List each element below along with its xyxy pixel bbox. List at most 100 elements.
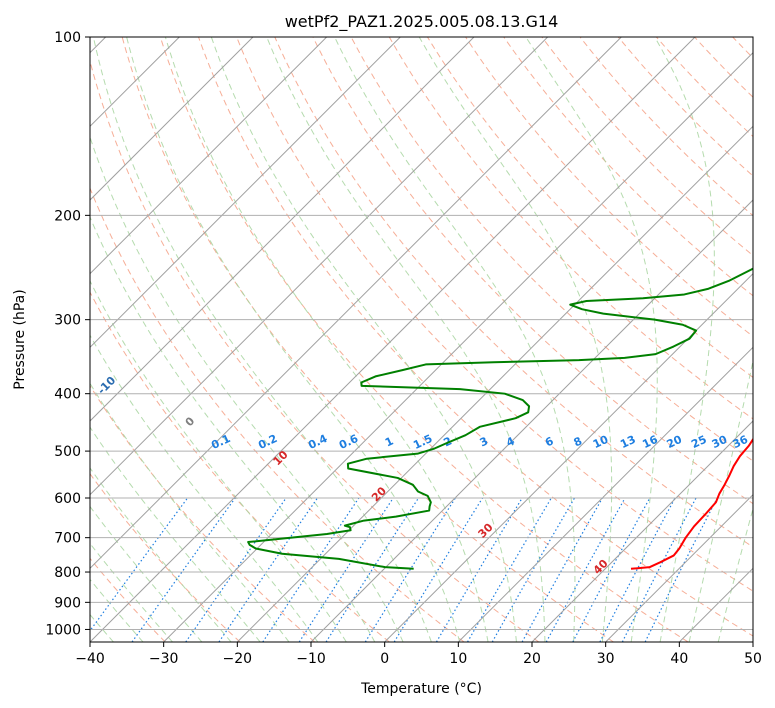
x-tick-label: −30 — [149, 651, 179, 667]
dry-adiabat-line — [655, 37, 753, 138]
x-tick-label: 50 — [744, 651, 762, 667]
moist-adiabat-line — [418, 37, 613, 642]
isotherm-line — [678, 567, 753, 642]
moist-adiabat-line — [717, 506, 753, 642]
moist-adiabat-line — [90, 135, 404, 642]
dry-adiabat-line — [90, 472, 241, 642]
moist-adiabat-line — [654, 37, 715, 642]
y-tick-label: 200 — [54, 208, 81, 224]
x-tick-label: −40 — [75, 651, 105, 667]
dry-adiabat-line — [236, 37, 753, 592]
isotherm-line — [605, 493, 753, 642]
isotherm-line — [531, 420, 753, 642]
isotherm-line — [384, 272, 753, 642]
dry-adiabat-label: 20 — [369, 484, 389, 504]
dry-adiabat-label: 0 — [183, 414, 198, 429]
isotherm-line — [752, 641, 753, 642]
plot-area: 0.10.20.40.611.52346810131620253036-100-… — [90, 37, 753, 642]
mixing-ratio-line — [393, 497, 484, 642]
mixing-ratio-label: 8 — [572, 434, 584, 449]
moist-adiabat-line — [126, 37, 461, 642]
moist-adiabat-line — [688, 358, 753, 642]
mixing-ratio-label: 25 — [689, 433, 708, 451]
dry-adiabat-line — [465, 37, 753, 337]
dry-adiabat-line — [90, 59, 540, 642]
moist-adiabat-line — [266, 37, 546, 642]
dry-adiabat-line — [732, 37, 753, 59]
isotherm-line — [90, 37, 254, 201]
mixing-ratio-label: 20 — [665, 433, 685, 451]
mixing-ratio-label: 30 — [710, 433, 730, 451]
dry-adiabat-line — [274, 37, 753, 548]
dry-adiabat-line — [503, 37, 753, 297]
dry-adiabat-line — [350, 37, 753, 462]
dry-adiabat-line — [159, 37, 689, 642]
moist-adiabat-line — [90, 505, 203, 642]
moist-adiabat-line — [210, 37, 517, 642]
moist-adiabat-line — [92, 37, 432, 642]
moist-adiabat-line — [90, 542, 173, 642]
moist-adiabat-line — [525, 37, 658, 642]
mixing-ratio-line — [644, 497, 718, 642]
mixing-ratio-line — [545, 497, 626, 642]
mixing-ratio-line — [621, 497, 697, 642]
moist-adiabat-line — [334, 37, 576, 642]
dry-adiabat-line — [426, 37, 753, 378]
dry-adiabat-line — [694, 37, 753, 98]
x-axis-ticks: −40 −30 −20 −10 0 10 20 30 40 50 — [75, 642, 762, 667]
moist-adiabat-line — [90, 334, 319, 642]
temperature-profile-line — [630, 437, 753, 570]
y-tick-label: 300 — [54, 313, 81, 329]
isotherm-line — [90, 37, 549, 496]
isotherm-line — [90, 37, 401, 349]
mixing-ratio-label: 10 — [591, 433, 611, 451]
mixing-ratio-line — [599, 497, 676, 642]
isotherm-line — [236, 125, 753, 642]
chart-title: wetPf2_PAZ1.2025.005.08.13.G14 — [285, 12, 559, 32]
moist-adiabat-line — [90, 382, 290, 642]
mixing-ratio-label: 13 — [618, 433, 637, 451]
reference-line-labels: 0.10.20.40.611.52346810131620253036-100-… — [95, 374, 751, 577]
isotherm-line — [90, 37, 475, 422]
y-tick-label: 1000 — [45, 622, 81, 638]
x-tick-label: 0 — [380, 651, 389, 667]
y-tick-label: 900 — [54, 595, 81, 611]
isotherm-line — [457, 346, 753, 642]
sounding-profiles — [247, 267, 753, 570]
x-tick-label: 40 — [670, 651, 688, 667]
y-tick-label: 400 — [54, 387, 81, 403]
isotherm-line — [90, 37, 328, 275]
mixing-ratio-label: 36 — [731, 433, 751, 451]
dewpoint-profile-line — [247, 267, 753, 570]
y-tick-label: 100 — [54, 30, 81, 46]
background-reference-lines — [90, 37, 753, 642]
x-axis-label: Temperature (°C) — [360, 681, 482, 697]
mixing-ratio-line — [218, 497, 318, 642]
plot-frame — [89, 36, 754, 643]
dry-adiabat-line — [541, 37, 753, 257]
y-tick-label: 600 — [54, 491, 81, 507]
moist-adiabat-line — [90, 426, 261, 642]
dry-adiabat-line — [90, 291, 390, 642]
moist-adiabat-line — [90, 467, 232, 642]
mixing-ratio-line — [364, 497, 456, 642]
mixing-ratio-label: 0.4 — [306, 432, 329, 452]
x-tick-label: −20 — [223, 651, 253, 667]
isotherm-line — [90, 37, 622, 570]
dry-adiabat-line — [90, 384, 316, 642]
mixing-ratio-label: 3 — [478, 434, 490, 449]
y-tick-label: 700 — [54, 531, 81, 547]
x-tick-label: 30 — [597, 651, 615, 667]
mixing-ratio-label: 1 — [383, 434, 395, 449]
mixing-ratio-label: 0.1 — [209, 432, 232, 452]
isotherm-line — [310, 199, 753, 642]
mixing-ratio-line — [131, 497, 236, 642]
x-tick-label: 10 — [449, 651, 467, 667]
dry-adiabat-line — [312, 37, 753, 505]
dry-adiabat-line — [90, 186, 465, 642]
mixing-ratio-line — [90, 497, 189, 632]
x-tick-label: −10 — [296, 651, 326, 667]
x-tick-label: 20 — [523, 651, 541, 667]
dry-adiabat-label: 40 — [591, 557, 611, 577]
